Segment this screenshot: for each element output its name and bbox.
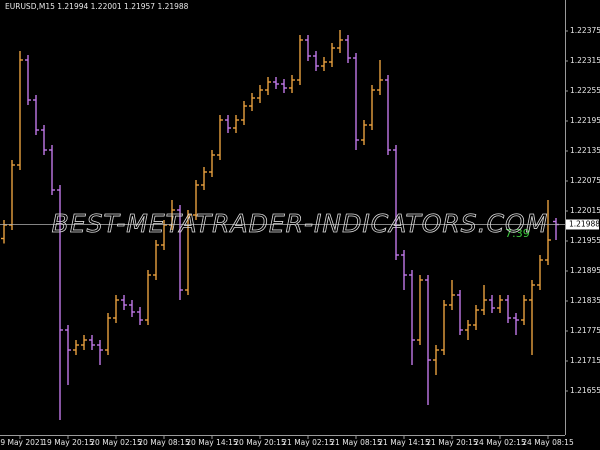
x-tick-label: 21 May 20:15 [426,438,478,447]
x-tick-label: 24 May 02:15 [474,438,526,447]
current-price-box [566,219,599,230]
x-tick-label: 24 May 08:15 [522,438,574,447]
x-tick-label: 21 May 02:15 [282,438,334,447]
y-tick-label: 1.21895 [570,266,600,275]
y-tick-label: 1.22375 [570,26,600,35]
symbol-header: EURUSD,M15 1.21994 1.22001 1.21957 1.219… [5,2,189,11]
x-tick-label: 20 May 20:15 [234,438,286,447]
y-tick-label: 1.21715 [570,356,600,365]
y-tick-label: 1.22255 [570,86,600,95]
y-tick-label: 1.21775 [570,326,600,335]
x-tick-label: 19 May 2021 [0,438,45,447]
x-tick-label: 21 May 08:15 [330,438,382,447]
y-tick-label: 1.22135 [570,146,600,155]
y-tick-label: 1.21655 [570,386,600,395]
x-tick-label: 21 May 14:15 [378,438,430,447]
y-tick-label: 1.21835 [570,296,600,305]
x-tick-label: 20 May 02:15 [90,438,142,447]
y-tick-label: 1.22015 [570,206,600,215]
y-tick-label: 1.22075 [570,176,600,185]
y-tick-label: 1.21955 [570,236,600,245]
x-tick-label: 20 May 08:15 [138,438,190,447]
y-tick-label: 1.22195 [570,116,600,125]
y-tick-label: 1.22315 [570,56,600,65]
x-tick-label: 19 May 20:15 [42,438,94,447]
watermark: BEST-METATRADER-INDICATORS.COM [52,209,549,238]
bar-timer: 7:39 [505,227,530,240]
x-tick-label: 20 May 14:15 [186,438,238,447]
current-price-label: 1.21988 [569,220,600,229]
